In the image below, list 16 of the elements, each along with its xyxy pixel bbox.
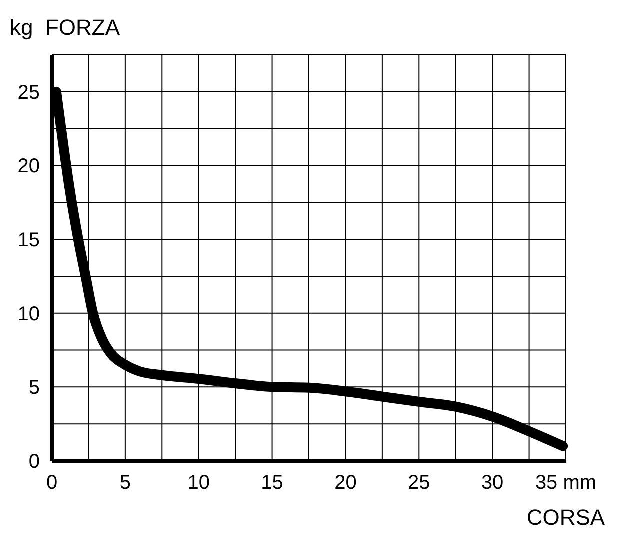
x-tick-label: 0 [46, 472, 58, 494]
y-tick-label: 0 [28, 451, 40, 473]
x-axis-title: CORSA [526, 505, 606, 530]
y-tick-label: 5 [28, 377, 40, 400]
y-axis-title: kg FORZA [10, 15, 120, 40]
y-tick-label: 25 [18, 82, 40, 104]
x-tick-label: 20 [334, 472, 357, 494]
x-tick-label: 25 [408, 472, 430, 494]
y-tick-label: 10 [18, 303, 40, 326]
x-tick-label: 10 [188, 472, 210, 494]
x-tick-label: 35 mm [535, 472, 597, 494]
y-tick-label: 15 [18, 230, 40, 252]
y-tick-label: 20 [18, 156, 40, 178]
x-tick-label: 30 [481, 472, 504, 494]
x-tick-label: 15 [261, 472, 284, 494]
x-tick-label: 5 [120, 472, 131, 494]
